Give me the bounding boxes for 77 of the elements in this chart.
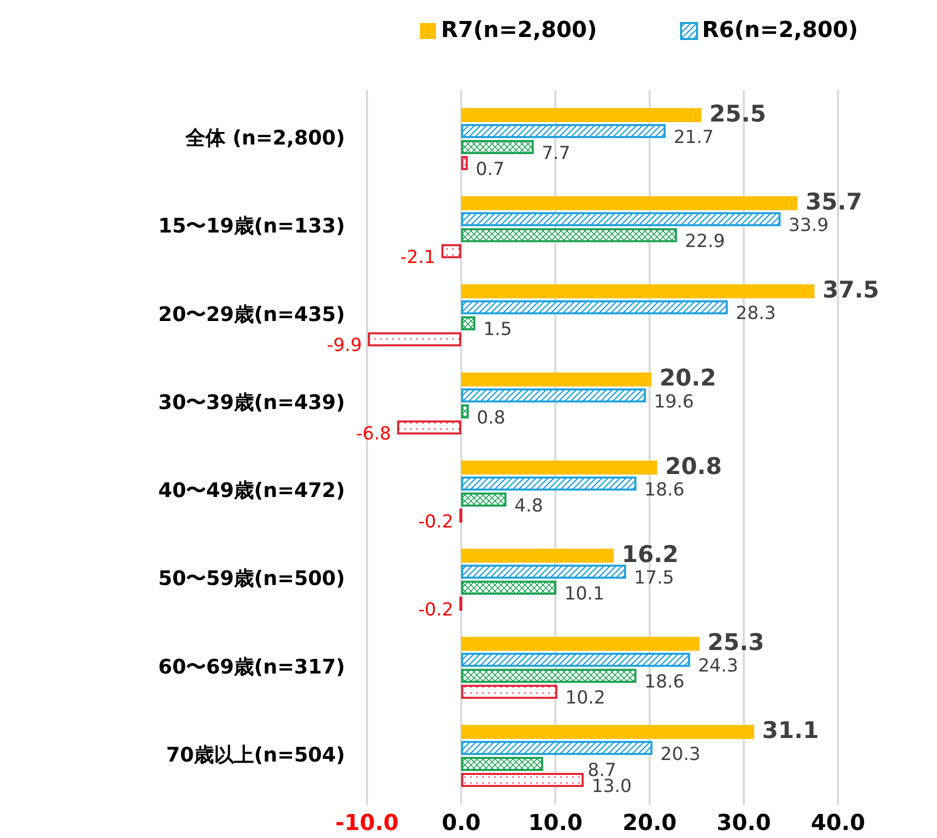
bar	[461, 388, 646, 402]
bar	[461, 124, 666, 138]
data-label: 13.0	[592, 776, 632, 797]
bar	[461, 652, 690, 667]
bar	[461, 564, 626, 579]
bar	[461, 404, 469, 418]
bar	[461, 724, 754, 739]
data-label: -9.9	[326, 335, 362, 356]
bar	[461, 772, 584, 787]
y-tick-label: 30〜39歳(n=439)	[158, 390, 345, 414]
data-label: -0.2	[418, 511, 454, 532]
data-label: 10.2	[565, 688, 606, 709]
data-label: 17.5	[634, 568, 674, 589]
bar	[461, 756, 544, 771]
bar	[461, 460, 658, 475]
data-label: 10.1	[564, 584, 604, 605]
data-label: 0.7	[476, 158, 504, 180]
data-label: 20.2	[659, 366, 716, 392]
y-tick-label: 15〜19歳(n=133)	[158, 214, 345, 238]
y-tick-label: 20〜29歳(n=435)	[158, 302, 345, 326]
data-label: 4.8	[514, 495, 544, 516]
data-label: 28.3	[736, 303, 776, 324]
bar	[461, 372, 652, 386]
data-label: 1.5	[483, 319, 512, 340]
data-label: 0.8	[476, 407, 506, 428]
data-label: -6.8	[356, 423, 392, 444]
data-label: 18.6	[644, 479, 684, 500]
data-label: 21.7	[674, 126, 714, 148]
data-label: -0.2	[418, 600, 454, 621]
bar	[461, 212, 781, 226]
data-label: 25.5	[709, 101, 766, 128]
bar	[461, 316, 476, 330]
data-label: 25.3	[708, 630, 764, 656]
data-label: 7.7	[542, 142, 570, 164]
data-label: 31.1	[762, 718, 819, 744]
data-label: 22.9	[684, 231, 725, 252]
y-tick-label: 全体 (n=2,800)	[184, 126, 345, 150]
y-tick-label: 70歳以上(n=504)	[166, 742, 345, 766]
bar	[461, 580, 556, 595]
bar	[461, 108, 702, 122]
bar	[461, 228, 677, 242]
bar	[461, 684, 558, 699]
bar	[461, 476, 636, 491]
bar	[368, 332, 462, 346]
bar	[461, 196, 798, 210]
data-label: 19.6	[654, 391, 694, 412]
bar	[441, 244, 462, 258]
bar	[461, 548, 614, 563]
x-tick-label: 0.0	[442, 811, 481, 836]
x-tick-label: 30.0	[716, 811, 771, 836]
bar	[461, 156, 468, 170]
x-tick-label: 40.0	[810, 811, 866, 836]
bar	[461, 300, 728, 314]
bar	[461, 492, 506, 507]
x-tick-label: -10.0	[335, 811, 399, 836]
data-label: -2.1	[400, 247, 436, 268]
x-tick-label: 20.0	[622, 811, 677, 836]
data-label: 20.3	[660, 744, 701, 765]
bar	[461, 140, 534, 154]
legend-label: R6(n=2,800)	[702, 18, 858, 44]
data-label: 35.7	[805, 189, 862, 216]
legend-label: R7(n=2,800)	[441, 18, 598, 44]
data-label: 20.8	[665, 454, 722, 480]
bar	[461, 668, 636, 683]
bar	[461, 740, 652, 755]
bar	[461, 284, 814, 298]
y-tick-label: 40〜49歳(n=472)	[158, 478, 345, 502]
y-tick-label: 50〜59歳(n=500)	[158, 566, 345, 590]
data-label: 33.9	[788, 215, 829, 236]
x-tick-label: 10.0	[528, 811, 583, 836]
data-label: 18.6	[644, 672, 684, 693]
data-label: 24.3	[698, 656, 738, 677]
data-label: 16.2	[622, 542, 679, 568]
data-label: 37.5	[822, 278, 880, 304]
y-tick-label: 60〜69歳(n=317)	[158, 654, 345, 678]
bar	[461, 636, 700, 651]
bar	[397, 420, 462, 434]
